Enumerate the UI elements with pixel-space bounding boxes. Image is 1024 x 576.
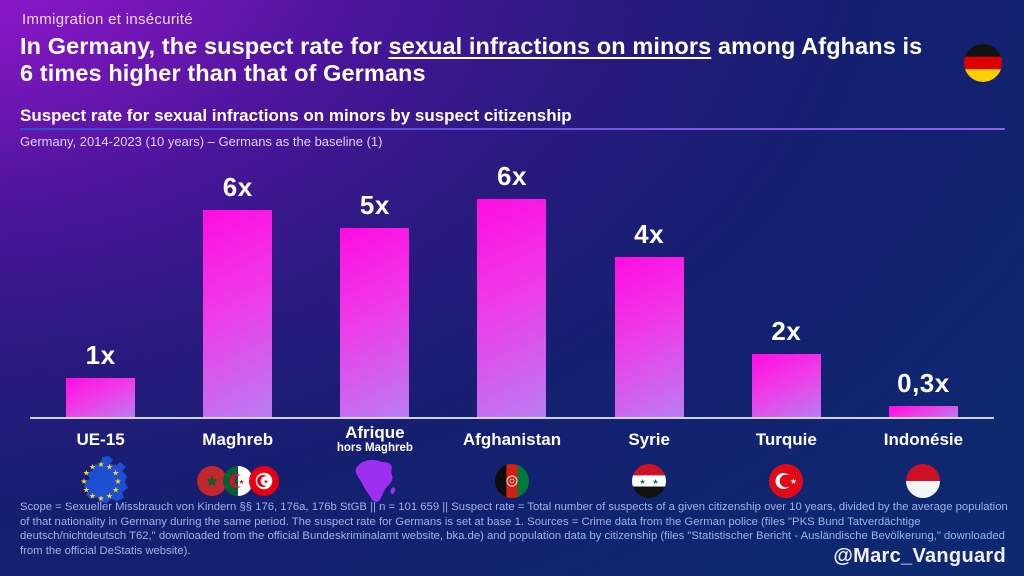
svg-text:★: ★: [112, 469, 119, 478]
svg-text:★: ★: [97, 494, 104, 503]
gradient-divider: [20, 128, 1005, 130]
category-ue15: UE-15 ★ ★ ★ ★ ★ ★ ★ ★ ★ ★ ★ ★: [32, 424, 169, 503]
syria-flag-icon: ★ ★: [632, 459, 667, 503]
x-axis-line: [30, 417, 994, 419]
chart-column-syrie: 4x: [581, 160, 718, 418]
title-underlined: sexual infractions on minors: [388, 33, 712, 59]
bar-value-label: 0,3x: [897, 368, 950, 398]
author-handle[interactable]: @Marc_Vanguard: [833, 545, 1006, 567]
svg-text:★: ★: [88, 492, 95, 501]
category-label: Afrique: [345, 423, 405, 443]
bar-turquie: [751, 354, 821, 418]
svg-text:★: ★: [652, 478, 658, 486]
bar-value-label: 4x: [634, 219, 665, 249]
svg-text:★: ★: [105, 492, 112, 501]
chart-column-afrique: 5x: [306, 160, 443, 418]
chart-column-turquie: 2x: [718, 160, 855, 418]
svg-text:★: ★: [88, 462, 95, 471]
category-maghreb: Maghreb ★ ★ ★: [169, 424, 306, 503]
title-part2: among Afghans is 6 times higher than tha…: [20, 33, 923, 87]
chart-column-indonesie: 0,3x: [855, 160, 992, 418]
svg-text:★: ★: [114, 477, 121, 486]
eu-map-icon: ★ ★ ★ ★ ★ ★ ★ ★ ★ ★ ★ ★: [72, 456, 130, 503]
chart-column-afghanistan: 6x: [443, 160, 580, 418]
bar-syrie: [614, 257, 684, 418]
page-title: In Germany, the suspect rate for sexual …: [20, 33, 925, 88]
germany-flag-icon: [964, 44, 1002, 87]
svg-text:★: ★: [97, 460, 104, 469]
category-label: Syrie: [628, 429, 670, 449]
bar-ue15: [66, 378, 136, 418]
svg-text:★: ★: [790, 477, 797, 486]
svg-text:★: ★: [82, 486, 89, 495]
chart-column-maghreb: 6x: [169, 160, 306, 418]
category-indonesie: Indonésie: [855, 424, 992, 503]
bar-value-label: 1x: [85, 340, 116, 370]
category-afghanistan: Afghanistan: [443, 424, 580, 503]
bar-indonesie: [888, 406, 958, 418]
turkey-flag-icon: ★: [769, 459, 804, 503]
svg-text:★: ★: [238, 478, 244, 486]
category-label: Afghanistan: [462, 429, 562, 449]
category-turquie: Turquie ★: [718, 424, 855, 503]
svg-text:★: ★: [263, 479, 268, 486]
svg-text:★: ★: [105, 462, 112, 471]
svg-text:★: ★: [82, 469, 89, 478]
category-afrique: Afrique hors Maghreb: [306, 424, 443, 503]
bar-value-label: 6x: [497, 161, 527, 191]
chart-subtitle: Germany, 2014-2023 (10 years) – Germans …: [20, 134, 383, 149]
indonesia-flag-icon: [906, 459, 941, 503]
bar-value-label: 6x: [222, 172, 253, 202]
bar-afrique: [340, 228, 410, 418]
category-row: UE-15 ★ ★ ★ ★ ★ ★ ★ ★ ★ ★ ★ ★ Maghreb ★: [32, 424, 992, 503]
svg-text:★: ★: [639, 478, 645, 486]
bar-value-label: 2x: [771, 316, 802, 346]
bar-maghreb: [203, 210, 273, 418]
chart-column-ue15: 1x: [32, 160, 169, 418]
category-label: Maghreb: [202, 429, 274, 449]
svg-text:★: ★: [80, 477, 87, 486]
category-label: Turquie: [755, 429, 817, 449]
svg-text:★: ★: [112, 486, 119, 495]
africa-map-icon: [351, 459, 399, 503]
maghreb-flags-icon: ★ ★ ★: [196, 459, 280, 503]
category-label: Indonésie: [883, 429, 964, 449]
title-part1: In Germany, the suspect rate for: [20, 33, 389, 59]
bar-afghanistan: [477, 199, 547, 418]
category-syrie: Syrie ★ ★: [581, 424, 718, 503]
bar-value-label: 5x: [359, 190, 390, 220]
category-label: UE-15: [76, 429, 125, 449]
source-note: Scope = Sexueller Missbrauch von Kindern…: [20, 501, 1008, 558]
afghanistan-flag-icon: [494, 459, 529, 503]
kicker-text: Immigration et insécurité: [22, 11, 193, 28]
category-sublabel: hors Maghreb: [336, 442, 413, 455]
chart-title: Suspect rate for sexual infractions on m…: [20, 106, 572, 125]
bar-chart: 1x 6x 5x 6x 4x 2x 0,3x: [32, 160, 992, 418]
svg-text:★: ★: [205, 472, 219, 491]
